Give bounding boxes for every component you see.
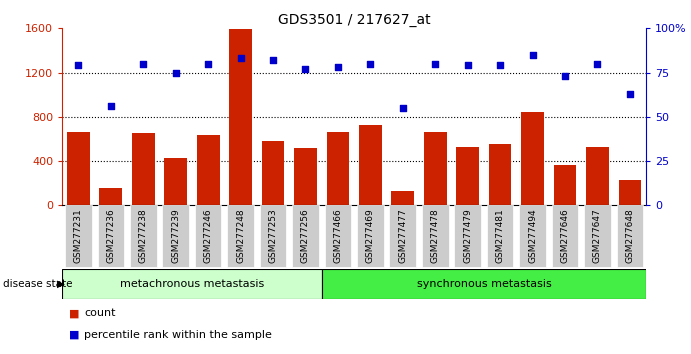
Text: GSM277469: GSM277469 [366, 209, 375, 263]
Bar [67, 132, 90, 205]
Text: disease state: disease state [3, 279, 73, 289]
Point [170, 70, 181, 75]
Bar [455, 205, 481, 267]
Bar [294, 148, 317, 205]
Point [105, 103, 116, 109]
Bar [616, 205, 643, 267]
Text: ■: ■ [69, 308, 79, 318]
Text: GSM277478: GSM277478 [430, 209, 439, 263]
Point [527, 52, 538, 58]
Bar [97, 205, 124, 267]
Point [202, 61, 214, 67]
Bar [62, 269, 322, 299]
Point [625, 91, 636, 97]
Point [235, 56, 246, 61]
Bar [130, 205, 157, 267]
Bar [357, 205, 384, 267]
Text: metachronous metastasis: metachronous metastasis [120, 279, 264, 289]
Point [300, 66, 311, 72]
Text: synchronous metastasis: synchronous metastasis [417, 279, 551, 289]
Bar [456, 147, 479, 205]
Bar [262, 141, 285, 205]
Point [560, 73, 571, 79]
Text: GSM277477: GSM277477 [398, 209, 407, 263]
Text: GSM277248: GSM277248 [236, 209, 245, 263]
Bar [195, 205, 221, 267]
Text: GSM277494: GSM277494 [528, 209, 537, 263]
Bar [162, 205, 189, 267]
Point [462, 63, 473, 68]
Text: GSM277238: GSM277238 [139, 209, 148, 263]
Text: GSM277647: GSM277647 [593, 209, 602, 263]
Text: percentile rank within the sample: percentile rank within the sample [84, 330, 272, 339]
Bar [325, 205, 351, 267]
Bar [132, 133, 155, 205]
Text: ▶: ▶ [57, 279, 65, 289]
Text: GSM277239: GSM277239 [171, 209, 180, 263]
Bar [292, 205, 319, 267]
Point [332, 64, 343, 70]
Bar [164, 158, 187, 205]
Text: GSM277253: GSM277253 [269, 209, 278, 263]
Text: ■: ■ [69, 330, 79, 339]
Bar [65, 205, 92, 267]
Point [430, 61, 441, 67]
Point [495, 63, 506, 68]
Bar [197, 135, 220, 205]
Title: GDS3501 / 217627_at: GDS3501 / 217627_at [278, 13, 430, 27]
Point [397, 105, 408, 111]
Point [592, 61, 603, 67]
Bar [487, 205, 513, 267]
Bar [390, 205, 416, 267]
Bar [422, 205, 448, 267]
Bar [584, 205, 611, 267]
Text: GSM277479: GSM277479 [463, 209, 472, 263]
Bar [391, 191, 414, 205]
Point [73, 63, 84, 68]
Text: GSM277231: GSM277231 [74, 209, 83, 263]
Bar [260, 205, 286, 267]
Bar [586, 147, 609, 205]
Text: GSM277481: GSM277481 [495, 209, 504, 263]
Bar [553, 166, 576, 205]
Bar [227, 205, 254, 267]
Bar [618, 180, 641, 205]
Text: count: count [84, 308, 116, 318]
Bar [322, 269, 646, 299]
Bar [489, 144, 511, 205]
Bar [424, 132, 446, 205]
Bar [519, 205, 546, 267]
Text: GSM277646: GSM277646 [560, 209, 569, 263]
Bar [229, 29, 252, 205]
Text: GSM277256: GSM277256 [301, 209, 310, 263]
Bar [551, 205, 578, 267]
Bar [359, 125, 381, 205]
Point [138, 61, 149, 67]
Point [365, 61, 376, 67]
Bar [521, 113, 544, 205]
Bar [327, 132, 349, 205]
Bar [100, 188, 122, 205]
Text: GSM277648: GSM277648 [625, 209, 634, 263]
Text: GSM277246: GSM277246 [204, 209, 213, 263]
Text: GSM277466: GSM277466 [334, 209, 343, 263]
Point [267, 57, 278, 63]
Text: GSM277236: GSM277236 [106, 209, 115, 263]
